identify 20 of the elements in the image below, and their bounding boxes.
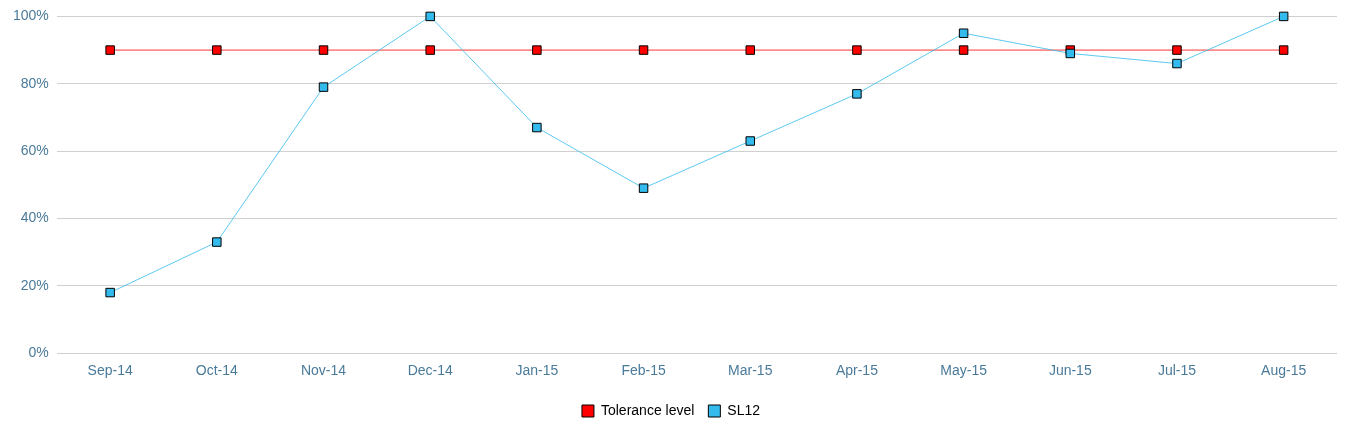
y-tick-label: 40% xyxy=(20,209,49,226)
x-tick-label: May-15 xyxy=(940,362,988,379)
x-tick-label: Dec-14 xyxy=(407,362,453,379)
x-tick-label: Jul-15 xyxy=(1157,362,1197,379)
x-tick-label: Jan-15 xyxy=(515,362,559,379)
x-tick-label: Mar-15 xyxy=(728,362,773,379)
legend-label: Tolerance level xyxy=(600,401,695,418)
y-tick-label: 100% xyxy=(12,7,49,24)
x-tick-label: Oct-14 xyxy=(195,362,239,379)
x-tick-label: Jun-15 xyxy=(1048,362,1092,379)
x-tick-label: Feb-15 xyxy=(621,362,666,379)
x-tick-label: Apr-15 xyxy=(835,362,879,379)
y-tick-label: 20% xyxy=(20,276,49,293)
x-tick-label: Sep-14 xyxy=(87,362,133,379)
y-tick-label: 0% xyxy=(28,344,49,361)
x-tick-label: Aug-15 xyxy=(1261,362,1307,379)
y-tick-label: 80% xyxy=(20,74,49,91)
y-tick-label: 60% xyxy=(20,141,49,158)
legend-label: SL12 xyxy=(727,401,761,418)
x-tick-label: Nov-14 xyxy=(300,362,347,379)
